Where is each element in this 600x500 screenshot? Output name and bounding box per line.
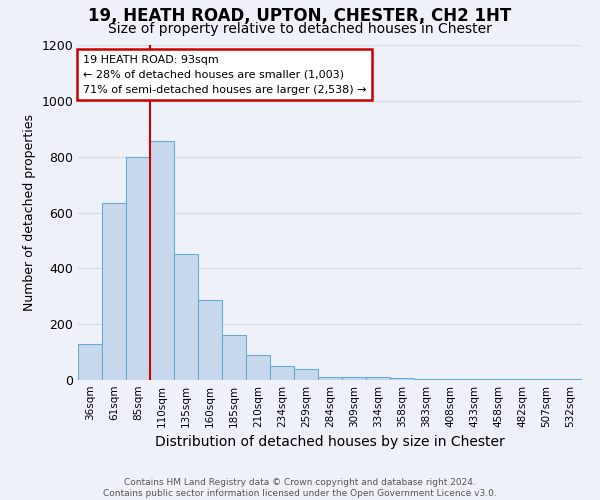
Bar xyxy=(390,378,414,380)
Bar xyxy=(438,378,462,380)
Bar xyxy=(558,378,582,380)
Text: Contains HM Land Registry data © Crown copyright and database right 2024.
Contai: Contains HM Land Registry data © Crown c… xyxy=(103,478,497,498)
Bar xyxy=(318,377,342,380)
Text: 19 HEATH ROAD: 93sqm
← 28% of detached houses are smaller (1,003)
71% of semi-de: 19 HEATH ROAD: 93sqm ← 28% of detached h… xyxy=(83,55,367,94)
Bar xyxy=(150,142,174,380)
Bar xyxy=(486,378,510,380)
Bar xyxy=(126,156,150,380)
Bar xyxy=(510,378,534,380)
Bar xyxy=(78,344,102,380)
Text: 19, HEATH ROAD, UPTON, CHESTER, CH2 1HT: 19, HEATH ROAD, UPTON, CHESTER, CH2 1HT xyxy=(88,8,512,26)
Bar xyxy=(198,300,222,380)
Bar xyxy=(270,366,294,380)
Bar xyxy=(414,378,438,380)
Bar xyxy=(174,254,198,380)
Y-axis label: Number of detached properties: Number of detached properties xyxy=(23,114,36,311)
Bar xyxy=(222,336,246,380)
X-axis label: Distribution of detached houses by size in Chester: Distribution of detached houses by size … xyxy=(155,436,505,450)
Bar xyxy=(246,355,270,380)
Bar xyxy=(462,378,486,380)
Bar xyxy=(366,377,390,380)
Bar xyxy=(102,202,126,380)
Text: Size of property relative to detached houses in Chester: Size of property relative to detached ho… xyxy=(108,22,492,36)
Bar xyxy=(534,378,558,380)
Bar xyxy=(342,377,366,380)
Bar xyxy=(294,369,318,380)
